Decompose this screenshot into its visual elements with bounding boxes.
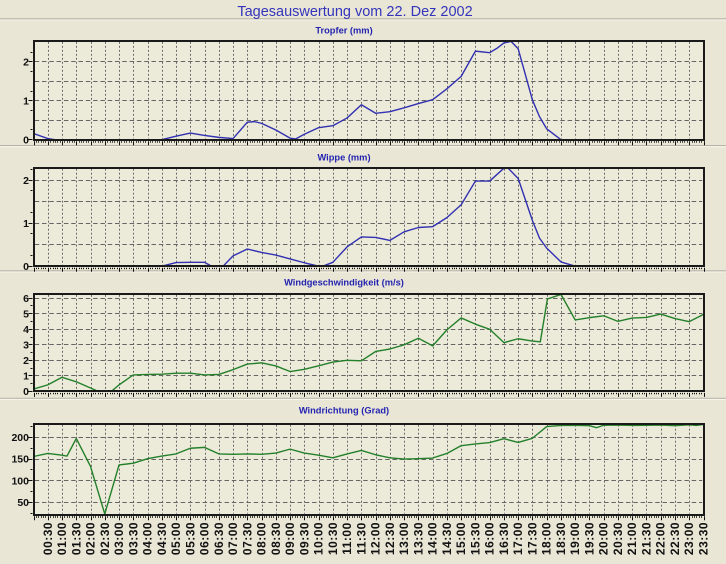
svg-text:1: 1 bbox=[23, 95, 29, 107]
svg-text:15:00: 15:00 bbox=[454, 522, 468, 555]
svg-text:00:30: 00:30 bbox=[41, 522, 55, 555]
svg-text:Wippe (mm): Wippe (mm) bbox=[317, 153, 370, 163]
svg-text:4: 4 bbox=[23, 324, 29, 336]
svg-text:13:00: 13:00 bbox=[397, 522, 411, 555]
svg-text:0: 0 bbox=[23, 386, 29, 398]
svg-text:50: 50 bbox=[17, 497, 29, 509]
svg-text:02:00: 02:00 bbox=[84, 522, 98, 555]
svg-text:05:00: 05:00 bbox=[169, 522, 183, 555]
svg-text:08:30: 08:30 bbox=[269, 522, 283, 555]
svg-text:02:30: 02:30 bbox=[98, 522, 112, 555]
svg-text:14:30: 14:30 bbox=[440, 522, 454, 555]
svg-text:03:30: 03:30 bbox=[126, 522, 140, 555]
svg-text:14:00: 14:00 bbox=[426, 522, 440, 555]
svg-text:18:00: 18:00 bbox=[540, 522, 554, 555]
svg-text:Windrichtung (Grad): Windrichtung (Grad) bbox=[299, 406, 389, 416]
svg-text:16:00: 16:00 bbox=[483, 522, 497, 555]
svg-text:07:30: 07:30 bbox=[240, 522, 254, 555]
svg-text:3: 3 bbox=[23, 339, 29, 351]
svg-text:09:00: 09:00 bbox=[283, 522, 297, 555]
svg-text:15:30: 15:30 bbox=[468, 522, 482, 555]
svg-text:06:00: 06:00 bbox=[198, 522, 212, 555]
svg-text:1: 1 bbox=[23, 371, 29, 383]
svg-text:Windgeschwindigkeit (m/s): Windgeschwindigkeit (m/s) bbox=[284, 278, 404, 288]
svg-text:Tropfer (mm): Tropfer (mm) bbox=[315, 26, 372, 36]
svg-text:03:00: 03:00 bbox=[112, 522, 126, 555]
svg-text:12:00: 12:00 bbox=[369, 522, 383, 555]
svg-text:20:30: 20:30 bbox=[611, 522, 625, 555]
svg-text:11:30: 11:30 bbox=[354, 522, 368, 555]
svg-text:06:30: 06:30 bbox=[212, 522, 226, 555]
svg-text:0: 0 bbox=[23, 134, 29, 146]
svg-text:05:30: 05:30 bbox=[183, 522, 197, 555]
svg-text:01:30: 01:30 bbox=[69, 522, 83, 555]
svg-text:0: 0 bbox=[23, 261, 29, 273]
svg-text:17:30: 17:30 bbox=[525, 522, 539, 555]
svg-text:08:00: 08:00 bbox=[255, 522, 269, 555]
svg-text:2: 2 bbox=[23, 175, 29, 187]
svg-text:21:00: 21:00 bbox=[625, 522, 639, 555]
svg-text:10:30: 10:30 bbox=[326, 522, 340, 555]
svg-text:Tagesauswertung vom 22. Dez 20: Tagesauswertung vom 22. Dez 2002 bbox=[237, 4, 472, 20]
svg-text:23:00: 23:00 bbox=[682, 522, 696, 555]
svg-text:6: 6 bbox=[23, 293, 29, 305]
svg-text:19:30: 19:30 bbox=[582, 522, 596, 555]
svg-text:17:00: 17:00 bbox=[511, 522, 525, 555]
svg-text:1: 1 bbox=[23, 218, 29, 230]
svg-text:150: 150 bbox=[11, 454, 29, 466]
svg-text:19:00: 19:00 bbox=[568, 522, 582, 555]
svg-text:23:30: 23:30 bbox=[697, 522, 711, 555]
svg-text:5: 5 bbox=[23, 308, 29, 320]
svg-text:200: 200 bbox=[11, 432, 29, 444]
svg-text:01:00: 01:00 bbox=[55, 522, 69, 555]
svg-text:18:30: 18:30 bbox=[554, 522, 568, 555]
svg-text:22:00: 22:00 bbox=[654, 522, 668, 555]
svg-text:04:30: 04:30 bbox=[155, 522, 169, 555]
svg-text:2: 2 bbox=[23, 57, 29, 69]
svg-text:07:00: 07:00 bbox=[226, 522, 240, 555]
svg-text:04:00: 04:00 bbox=[141, 522, 155, 555]
svg-text:13:30: 13:30 bbox=[411, 522, 425, 555]
svg-text:12:30: 12:30 bbox=[383, 522, 397, 555]
svg-text:100: 100 bbox=[11, 475, 29, 487]
svg-text:22:30: 22:30 bbox=[668, 522, 682, 555]
svg-text:09:30: 09:30 bbox=[297, 522, 311, 555]
svg-text:11:00: 11:00 bbox=[340, 522, 354, 555]
svg-text:20:00: 20:00 bbox=[597, 522, 611, 555]
svg-text:21:30: 21:30 bbox=[639, 522, 653, 555]
svg-text:16:30: 16:30 bbox=[497, 522, 511, 555]
svg-text:10:00: 10:00 bbox=[312, 522, 326, 555]
svg-text:2: 2 bbox=[23, 355, 29, 367]
